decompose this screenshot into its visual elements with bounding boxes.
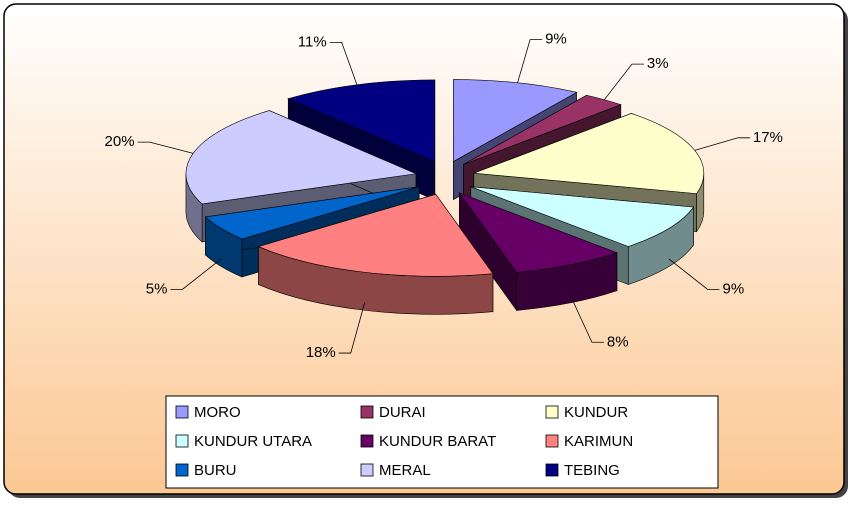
leader-line bbox=[170, 258, 222, 290]
legend-swatch bbox=[360, 405, 374, 419]
slice bbox=[453, 79, 578, 163]
leader-line bbox=[694, 137, 750, 151]
slice bbox=[204, 186, 420, 240]
legend-label: KUNDUR BARAT bbox=[379, 433, 496, 450]
leader-line bbox=[569, 295, 604, 343]
legend-swatch bbox=[545, 463, 559, 477]
leader-line bbox=[137, 141, 194, 154]
legend-label: DURAI bbox=[379, 404, 426, 421]
data-label: 9% bbox=[545, 31, 567, 48]
slice bbox=[287, 79, 436, 163]
legend-label: BURU bbox=[194, 462, 237, 479]
legend-swatch bbox=[360, 434, 374, 448]
leader-line bbox=[329, 42, 358, 85]
legend-swatch bbox=[545, 434, 559, 448]
legend-label: MORO bbox=[194, 404, 241, 421]
slice bbox=[470, 186, 695, 247]
data-label: 3% bbox=[647, 55, 669, 72]
slice bbox=[458, 192, 618, 273]
data-label: 9% bbox=[723, 280, 745, 297]
legend-label: KUNDUR UTARA bbox=[194, 433, 312, 450]
legend-swatch bbox=[175, 405, 189, 419]
leader-line bbox=[604, 63, 644, 100]
data-label: 5% bbox=[146, 280, 168, 297]
leader-line bbox=[517, 39, 543, 83]
leader-line bbox=[338, 302, 366, 354]
data-label: 11% bbox=[298, 33, 327, 50]
legend-label: MERAL bbox=[379, 462, 431, 479]
legend-label: KUNDUR bbox=[564, 404, 628, 421]
data-label: 18% bbox=[306, 344, 336, 361]
data-label: 20% bbox=[105, 133, 135, 150]
legend-swatch bbox=[175, 434, 189, 448]
legend-swatch bbox=[360, 463, 374, 477]
legend-label: TEBING bbox=[564, 462, 620, 479]
slice bbox=[185, 110, 418, 205]
data-label: 17% bbox=[753, 129, 783, 146]
legend-label: KARIMUN bbox=[564, 433, 633, 450]
slice bbox=[463, 94, 622, 165]
legend-swatch bbox=[545, 405, 559, 419]
slice bbox=[257, 193, 494, 277]
data-label: 8% bbox=[607, 333, 629, 350]
leader-line bbox=[668, 258, 720, 290]
legend-swatch bbox=[175, 463, 189, 477]
legend-box bbox=[165, 395, 719, 489]
